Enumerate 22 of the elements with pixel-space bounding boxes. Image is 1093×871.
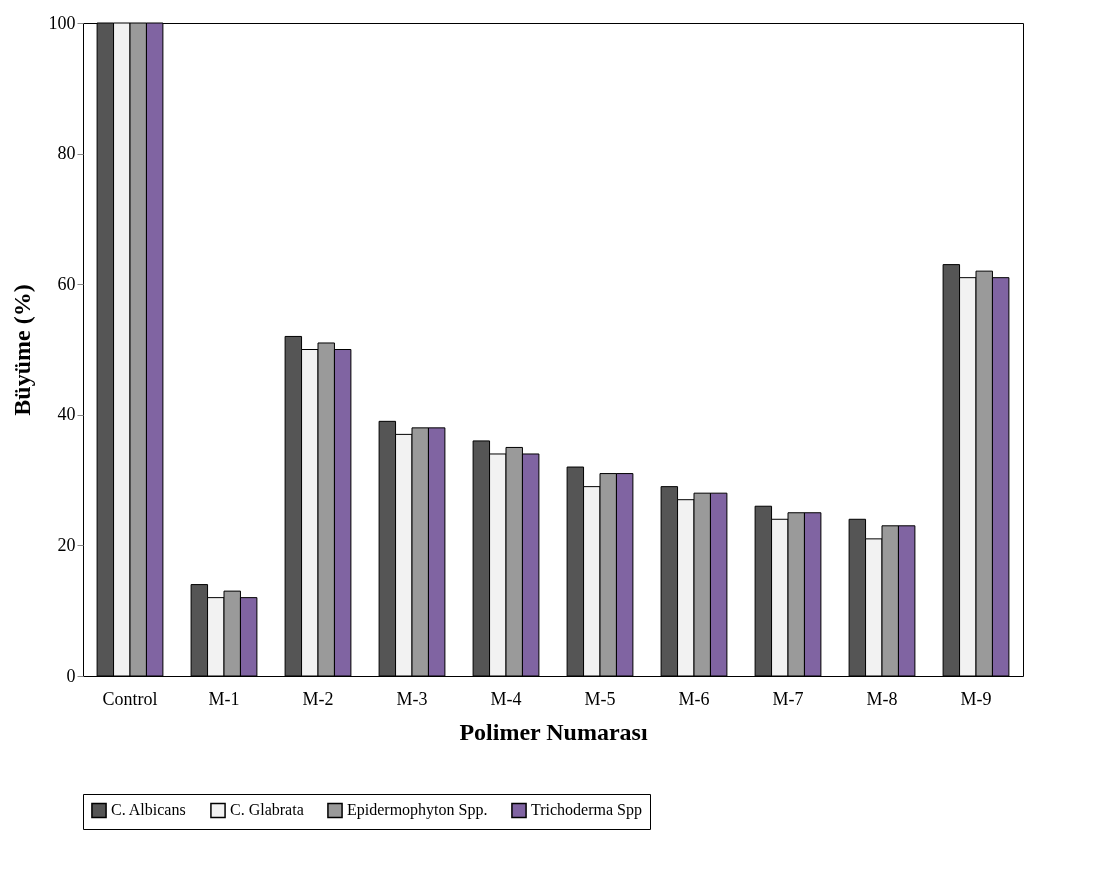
legend-label: C. Glabrata <box>230 801 304 819</box>
x-tick-label: M-9 <box>960 688 992 709</box>
x-tick-label: M-8 <box>866 688 898 709</box>
y-axis-title: Büyüme (%) <box>8 284 35 416</box>
legend-label: Trichoderma Spp <box>531 801 642 820</box>
x-tick-label: M-6 <box>678 688 710 709</box>
legend-label: C. Albicans <box>111 801 186 819</box>
y-tick-label: 60 <box>57 273 76 294</box>
x-tick-label: M-5 <box>584 688 616 709</box>
x-tick-label: M-4 <box>490 688 522 709</box>
y-tick-label: 0 <box>66 665 76 686</box>
y-tick-label: 100 <box>48 12 76 33</box>
y-tick-label: 20 <box>57 534 76 555</box>
y-tick-label: 40 <box>57 404 76 425</box>
x-tick-label: M-2 <box>302 688 334 709</box>
legend-label: Epidermophyton Spp. <box>347 801 488 820</box>
x-tick-label: Control <box>102 688 158 709</box>
x-axis-title: Polimer Numarası <box>459 718 648 745</box>
x-tick-label: M-7 <box>772 688 804 709</box>
x-tick-label: M-3 <box>396 688 428 709</box>
x-tick-label: M-1 <box>208 688 240 709</box>
y-tick-label: 80 <box>57 143 76 164</box>
